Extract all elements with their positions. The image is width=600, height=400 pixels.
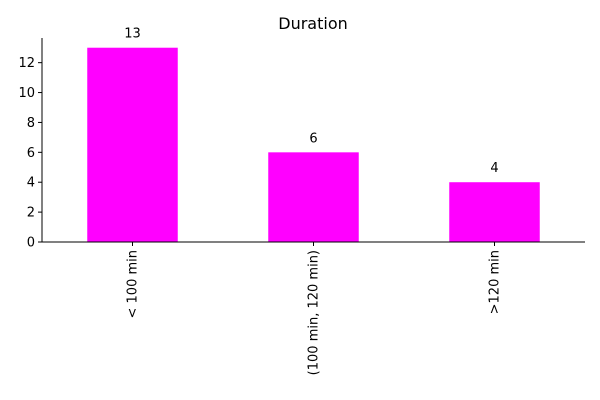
bar xyxy=(449,182,540,242)
y-tick-label: 10 xyxy=(18,86,35,101)
x-tick-label: >120 min xyxy=(488,250,503,314)
data-labels-group: 13 6 4 xyxy=(124,27,498,177)
y-tick-label: 0 xyxy=(27,236,35,251)
bars-group xyxy=(87,47,540,242)
data-label: 4 xyxy=(490,161,498,176)
bar xyxy=(87,47,178,242)
y-axis: 0 2 4 6 8 10 12 xyxy=(18,38,43,251)
data-label: 13 xyxy=(124,27,141,42)
data-label: 6 xyxy=(309,131,317,146)
x-tick-label: < 100 min xyxy=(126,250,141,319)
y-tick-label: 4 xyxy=(27,176,35,191)
bar xyxy=(268,152,359,242)
y-tick-label: 6 xyxy=(27,146,35,161)
x-axis: < 100 min (100 min, 120 min) >120 min xyxy=(42,241,585,375)
y-tick-label: 8 xyxy=(27,116,35,131)
x-tick-label: (100 min, 120 min) xyxy=(307,250,322,375)
y-tick-label: 12 xyxy=(18,56,35,71)
chart-title: Duration xyxy=(278,14,348,33)
y-tick-label: 2 xyxy=(27,206,35,221)
